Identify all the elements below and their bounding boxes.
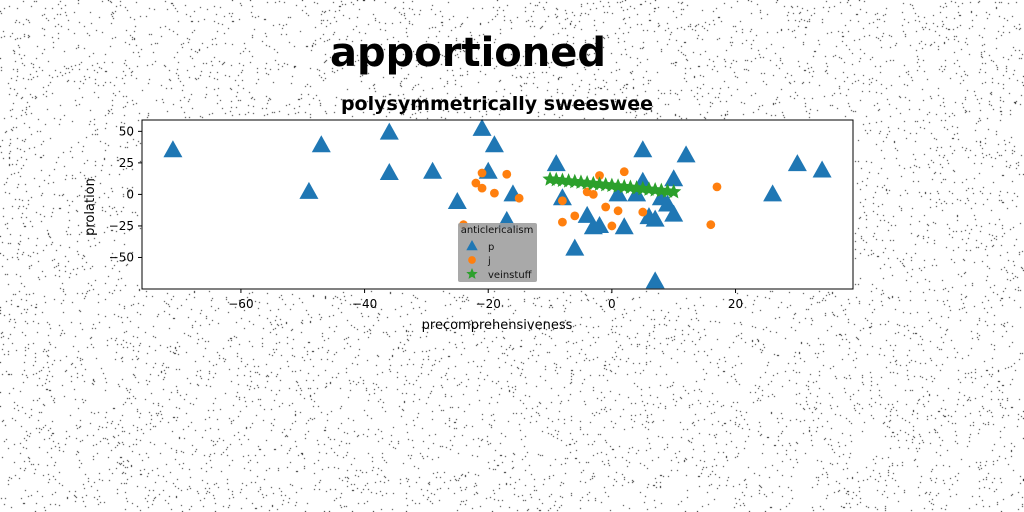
plot-frame — [141, 119, 854, 290]
point-p — [546, 154, 566, 172]
x-tick-label: 0 — [608, 297, 616, 311]
axes-title: polysymmetrically sweeswee — [341, 93, 653, 115]
point-p — [676, 145, 696, 163]
point-p — [763, 184, 783, 202]
point-j — [471, 178, 481, 188]
point-p — [664, 204, 684, 222]
point-j — [706, 220, 716, 230]
point-p — [645, 271, 665, 289]
series-j — [459, 167, 722, 231]
point-p — [608, 184, 628, 202]
point-p — [645, 209, 665, 227]
point-p — [379, 162, 399, 180]
y-tick-label: 0 — [126, 187, 134, 201]
point-p — [812, 160, 832, 178]
point-p — [447, 191, 467, 209]
point-j — [514, 193, 524, 203]
point-j — [558, 196, 567, 206]
point-veinstuff — [666, 183, 682, 199]
y-tick-label: 50 — [119, 124, 134, 138]
legend-item-p: p — [466, 240, 494, 253]
point-p — [627, 184, 647, 202]
figure-suptitle: apportioned — [330, 30, 606, 76]
point-j — [502, 169, 512, 179]
legend-title: anticlericalism — [461, 225, 534, 236]
point-p — [311, 135, 331, 153]
point-j — [588, 190, 598, 199]
point-j — [613, 206, 623, 216]
legend-item-j: j — [468, 256, 491, 267]
point-p — [577, 205, 597, 223]
legend-marker-p — [466, 240, 478, 251]
point-j — [477, 168, 487, 178]
legend-items: pj veinstuff — [466, 240, 533, 281]
point-p — [590, 215, 610, 233]
x-tick-label: −20 — [476, 297, 501, 311]
x-tick-label: −60 — [228, 297, 253, 311]
x-axis-label: precomprehensiveness — [422, 318, 573, 333]
y-axis-label: prolation — [83, 178, 98, 236]
y-axis-ticks: 50 25 0 −25 −50 — [109, 124, 142, 264]
legend-label-j: j — [487, 256, 491, 267]
y-tick-label: −25 — [109, 219, 134, 233]
legend-item-veinstuff: veinstuff — [466, 268, 533, 281]
point-p — [633, 140, 653, 158]
x-tick-label: 20 — [728, 297, 743, 311]
x-tick-label: −40 — [352, 297, 377, 311]
legend-marker-veinstuff — [466, 268, 478, 279]
point-j — [607, 221, 617, 231]
point-j — [619, 167, 629, 177]
point-j — [477, 183, 487, 193]
point-p — [299, 181, 319, 199]
point-j — [595, 171, 604, 180]
legend-label-veinstuff: veinstuff — [488, 270, 533, 281]
point-j — [490, 188, 499, 198]
point-p — [423, 161, 443, 179]
point-p — [163, 140, 183, 158]
point-p — [787, 154, 807, 172]
legend-box — [458, 223, 537, 282]
y-tick-label: −50 — [109, 250, 134, 264]
point-j — [638, 207, 648, 217]
y-tick-label: 25 — [119, 156, 134, 170]
plot-area — [141, 118, 854, 290]
point-p — [472, 118, 492, 136]
legend: anticlericalism pj veinstuff — [458, 223, 537, 282]
point-p — [484, 135, 504, 153]
data-marks — [163, 118, 832, 289]
point-j — [558, 217, 567, 227]
legend-marker-j — [468, 256, 476, 264]
point-p — [379, 122, 399, 140]
point-j — [601, 202, 611, 212]
x-axis-ticks: −60 −40 −20 0 20 — [228, 289, 743, 311]
point-p — [664, 169, 684, 187]
point-j — [570, 211, 580, 221]
point-p — [565, 238, 585, 256]
point-j — [712, 182, 722, 192]
point-p — [614, 217, 634, 235]
series-veinstuff — [542, 171, 682, 199]
legend-label-p: p — [488, 242, 494, 253]
